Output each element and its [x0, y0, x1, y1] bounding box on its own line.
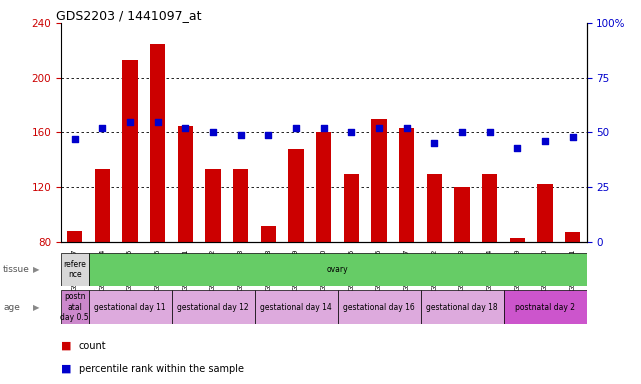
Bar	[254, 290, 338, 324]
Text: percentile rank within the sample: percentile rank within the sample	[79, 364, 244, 374]
Point	[125, 118, 135, 124]
Bar	[205, 169, 221, 242]
Bar	[565, 232, 580, 242]
Text: gestational day 11: gestational day 11	[94, 303, 166, 312]
Point	[346, 129, 356, 136]
Bar	[261, 225, 276, 242]
Bar	[95, 169, 110, 242]
Text: ▶: ▶	[33, 265, 40, 274]
Text: postn
atal
day 0.5: postn atal day 0.5	[60, 292, 89, 322]
Point	[401, 125, 412, 131]
Bar	[371, 119, 387, 242]
Bar	[233, 169, 248, 242]
Point	[236, 132, 246, 138]
Bar	[537, 184, 553, 242]
Bar	[67, 231, 82, 242]
Text: tissue: tissue	[3, 265, 30, 274]
Text: postnatal day 2: postnatal day 2	[515, 303, 575, 312]
Point	[540, 138, 550, 144]
Point	[180, 125, 190, 131]
Text: GDS2203 / 1441097_at: GDS2203 / 1441097_at	[56, 9, 201, 22]
Point	[291, 125, 301, 131]
Text: ovary: ovary	[327, 265, 348, 274]
Text: gestational day 16: gestational day 16	[343, 303, 415, 312]
Bar	[172, 290, 254, 324]
Bar	[510, 238, 525, 242]
Point	[97, 125, 108, 131]
Point	[512, 145, 522, 151]
Bar	[399, 128, 414, 242]
Bar	[150, 43, 165, 242]
Point	[567, 134, 578, 140]
Point	[429, 141, 440, 147]
Bar	[482, 174, 497, 242]
Bar	[61, 253, 88, 286]
Text: gestational day 18: gestational day 18	[426, 303, 498, 312]
Bar	[88, 290, 172, 324]
Bar	[122, 60, 138, 242]
Point	[153, 118, 163, 124]
Point	[263, 132, 274, 138]
Text: ■: ■	[61, 364, 71, 374]
Bar	[344, 174, 359, 242]
Text: count: count	[79, 341, 106, 351]
Point	[485, 129, 495, 136]
Text: ▶: ▶	[33, 303, 40, 312]
Point	[208, 129, 218, 136]
Text: refere
nce: refere nce	[63, 260, 86, 280]
Bar	[420, 290, 504, 324]
Text: age: age	[3, 303, 20, 312]
Bar	[316, 132, 331, 242]
Text: gestational day 14: gestational day 14	[260, 303, 332, 312]
Bar	[288, 149, 304, 242]
Bar	[178, 126, 193, 242]
Bar	[454, 187, 470, 242]
Point	[70, 136, 80, 142]
Point	[319, 125, 329, 131]
Point	[457, 129, 467, 136]
Bar	[504, 290, 587, 324]
Bar	[61, 290, 88, 324]
Text: ■: ■	[61, 341, 71, 351]
Bar	[338, 290, 420, 324]
Bar	[427, 174, 442, 242]
Text: gestational day 12: gestational day 12	[177, 303, 249, 312]
Point	[374, 125, 384, 131]
